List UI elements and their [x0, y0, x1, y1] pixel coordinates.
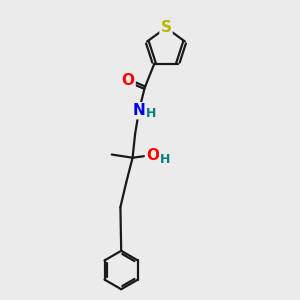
- Text: H: H: [160, 152, 170, 166]
- Text: N: N: [133, 103, 146, 118]
- Text: S: S: [160, 20, 172, 35]
- Text: O: O: [146, 148, 159, 163]
- Text: H: H: [146, 107, 156, 120]
- Text: O: O: [122, 73, 135, 88]
